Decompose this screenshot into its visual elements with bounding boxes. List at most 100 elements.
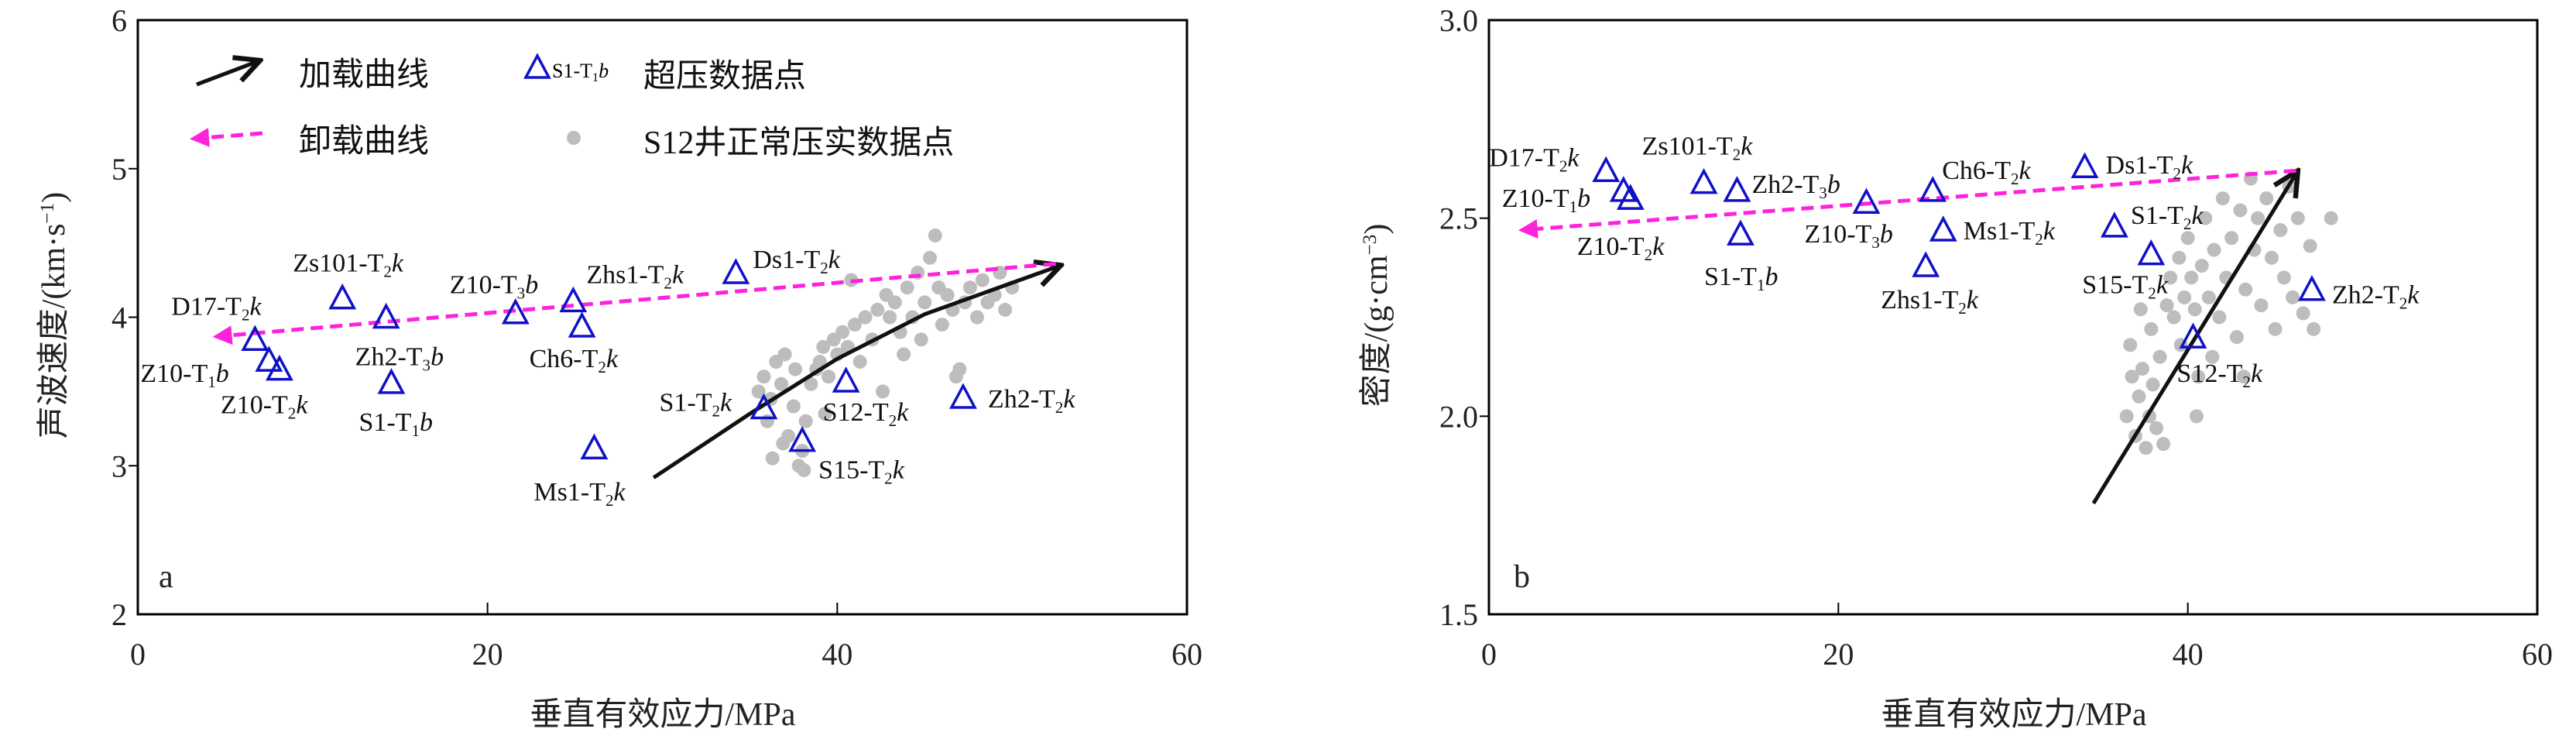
x-tick-label: 0 bbox=[1481, 637, 1497, 672]
legend-normal-label: S12井正常压实数据点 bbox=[643, 125, 954, 161]
point-label: Ms1-T2k bbox=[1964, 217, 2056, 249]
point-label: S12-T2k bbox=[2176, 359, 2263, 391]
normal-point bbox=[935, 318, 949, 332]
overpressure-point bbox=[501, 298, 530, 325]
normal-point bbox=[2215, 191, 2230, 206]
normal-point bbox=[798, 414, 813, 428]
normal-point bbox=[998, 302, 1013, 317]
overpressure-point bbox=[1919, 176, 1947, 202]
normal-point bbox=[2250, 211, 2265, 225]
normal-point bbox=[897, 347, 911, 362]
normal-point bbox=[2159, 298, 2174, 313]
point-label: D17-T2k bbox=[171, 292, 262, 324]
point-label: S15-T2k bbox=[818, 456, 905, 488]
point-label: Zs101-T2k bbox=[293, 249, 404, 281]
overpressure-point bbox=[1689, 167, 1718, 194]
unloading-curve bbox=[212, 261, 1056, 345]
overpressure-point bbox=[241, 325, 269, 352]
y-tick-label: 2.0 bbox=[1439, 399, 1478, 434]
point-label: Z10-T1b bbox=[140, 359, 228, 391]
normal-point bbox=[822, 370, 836, 384]
normal-point bbox=[760, 414, 774, 428]
y-tick-label: 3 bbox=[111, 449, 127, 483]
normal-point bbox=[940, 287, 955, 302]
loading-curve bbox=[652, 265, 1061, 479]
normal-point bbox=[852, 355, 867, 370]
normal-point bbox=[2296, 306, 2310, 321]
normal-point bbox=[2201, 290, 2216, 304]
normal-point bbox=[786, 399, 801, 414]
point-label: Ds1-T2k bbox=[753, 246, 840, 277]
normal-point bbox=[2132, 389, 2146, 404]
overpressure-point bbox=[788, 425, 817, 452]
normal-point bbox=[804, 376, 818, 391]
normal-point bbox=[962, 280, 977, 295]
normal-point bbox=[2286, 290, 2300, 304]
normal-point bbox=[2324, 211, 2338, 225]
x-tick-label: 40 bbox=[2173, 637, 2204, 672]
normal-point bbox=[2187, 302, 2202, 317]
normal-point bbox=[2123, 338, 2138, 352]
legend-loading-arrow-icon bbox=[196, 60, 260, 87]
normal-point bbox=[2238, 282, 2253, 297]
legend-gray-dot-icon bbox=[567, 131, 581, 145]
point-label: Zs101-T2k bbox=[1642, 132, 1754, 164]
panel-label: a bbox=[159, 559, 173, 595]
overpressure-point bbox=[949, 383, 977, 409]
normal-point bbox=[2303, 239, 2317, 253]
normal-point bbox=[776, 436, 791, 451]
normal-point bbox=[2198, 211, 2213, 225]
point-label: Ds1-T2k bbox=[2106, 151, 2194, 183]
plot-frame bbox=[1487, 19, 2539, 616]
normal-point bbox=[2180, 231, 2195, 246]
normal-point bbox=[2229, 330, 2244, 345]
normal-point bbox=[797, 463, 811, 478]
normal-point bbox=[2290, 211, 2305, 225]
normal-point bbox=[948, 370, 963, 384]
legend-unloading-label: 卸载曲线 bbox=[299, 124, 429, 160]
normal-point bbox=[2273, 223, 2288, 238]
point-label: S12-T2k bbox=[823, 398, 910, 430]
overpressure-point bbox=[1727, 219, 1754, 246]
y-axis-title: 密度/(g·cm−3) bbox=[1358, 224, 1394, 407]
legend-overpressure-label: 超压数据点 bbox=[643, 59, 806, 95]
normal-point bbox=[765, 451, 780, 466]
point-label: Z10-T2k bbox=[221, 391, 308, 423]
x-axis-title: 垂直有效应力/MPa bbox=[530, 696, 795, 733]
normal-point bbox=[2236, 370, 2251, 384]
point-label: Zh2-T2k bbox=[2332, 281, 2420, 313]
normal-point bbox=[2119, 409, 2134, 424]
y-tick-label: 5 bbox=[111, 152, 127, 187]
x-tick-label: 60 bbox=[1171, 637, 1202, 672]
normal-point bbox=[2149, 421, 2164, 435]
x-tick-label: 40 bbox=[822, 637, 852, 672]
normal-point bbox=[2189, 409, 2204, 424]
normal-point bbox=[847, 318, 862, 332]
point-label: Z10-T1b bbox=[1502, 184, 1590, 216]
normal-point bbox=[756, 370, 771, 384]
normal-point bbox=[2254, 298, 2269, 313]
normal-point bbox=[2191, 370, 2206, 384]
normal-point bbox=[2233, 203, 2248, 218]
normal-point bbox=[818, 407, 832, 421]
y-tick-label: 6 bbox=[111, 3, 127, 38]
y-tick-label: 4 bbox=[111, 301, 127, 335]
normal-point bbox=[2212, 310, 2227, 325]
normal-point bbox=[975, 273, 990, 287]
panel-label: b bbox=[1514, 559, 1530, 595]
x-tick-label: 20 bbox=[1823, 637, 1854, 672]
x-axis-title: 垂直有效应力/MPa bbox=[1881, 696, 2146, 733]
normal-point bbox=[2276, 270, 2291, 285]
point-label: Z10-T2k bbox=[1577, 232, 1665, 264]
overpressure-point bbox=[749, 393, 778, 420]
normal-point bbox=[2177, 290, 2192, 304]
normal-point bbox=[2156, 437, 2171, 452]
point-label: S15-T2k bbox=[2082, 271, 2169, 303]
point-label: Z10-T3b bbox=[1804, 220, 1892, 252]
overpressure-point bbox=[2297, 275, 2326, 301]
y-tick-label: 2.5 bbox=[1439, 201, 1478, 236]
normal-point bbox=[870, 302, 885, 317]
normal-point bbox=[2163, 270, 2178, 285]
